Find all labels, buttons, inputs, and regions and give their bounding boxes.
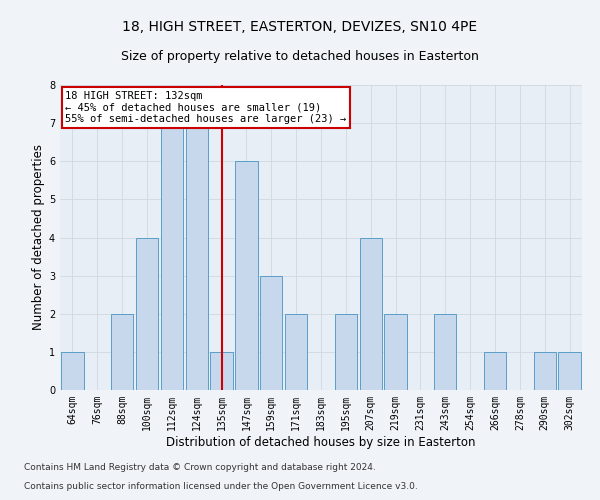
- Bar: [111, 314, 133, 390]
- Bar: [235, 161, 257, 390]
- Text: Contains public sector information licensed under the Open Government Licence v3: Contains public sector information licen…: [24, 482, 418, 491]
- Bar: [359, 238, 382, 390]
- Bar: [136, 238, 158, 390]
- Text: Contains HM Land Registry data © Crown copyright and database right 2024.: Contains HM Land Registry data © Crown c…: [24, 464, 376, 472]
- Bar: [533, 352, 556, 390]
- Bar: [285, 314, 307, 390]
- Text: 18 HIGH STREET: 132sqm
← 45% of detached houses are smaller (19)
55% of semi-det: 18 HIGH STREET: 132sqm ← 45% of detached…: [65, 91, 346, 124]
- Bar: [559, 352, 581, 390]
- Bar: [260, 276, 283, 390]
- Bar: [211, 352, 233, 390]
- Bar: [385, 314, 407, 390]
- Bar: [434, 314, 457, 390]
- Bar: [185, 123, 208, 390]
- Bar: [61, 352, 83, 390]
- Bar: [335, 314, 357, 390]
- Text: 18, HIGH STREET, EASTERTON, DEVIZES, SN10 4PE: 18, HIGH STREET, EASTERTON, DEVIZES, SN1…: [122, 20, 478, 34]
- Bar: [161, 123, 183, 390]
- Y-axis label: Number of detached properties: Number of detached properties: [32, 144, 45, 330]
- Bar: [484, 352, 506, 390]
- X-axis label: Distribution of detached houses by size in Easterton: Distribution of detached houses by size …: [166, 436, 476, 448]
- Text: Size of property relative to detached houses in Easterton: Size of property relative to detached ho…: [121, 50, 479, 63]
